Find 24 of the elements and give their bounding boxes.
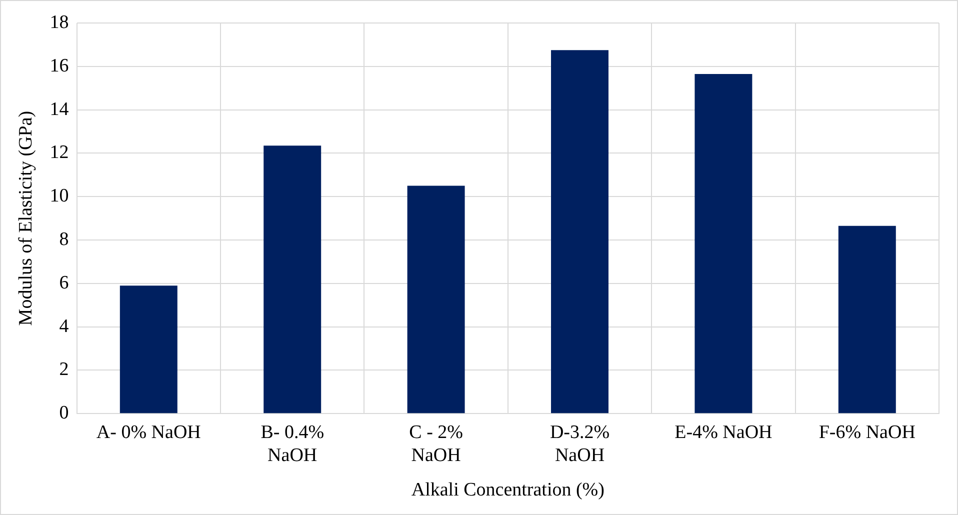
y-tick-label: 14: [50, 98, 70, 120]
bar: [264, 146, 322, 414]
y-tick-label: 2: [59, 359, 69, 380]
y-tick-label: 8: [59, 228, 69, 250]
bar: [407, 186, 465, 414]
x-tick-label: F-6% NaOH: [818, 422, 916, 443]
y-tick-label: 18: [50, 12, 69, 33]
y-tick-label: 0: [59, 402, 69, 424]
x-tick-label: C - 2% NaOH: [409, 422, 464, 466]
bar: [120, 286, 178, 414]
y-tick-label: 4: [59, 316, 70, 337]
x-tick-label: A- 0% NaOH: [96, 422, 202, 443]
x-tick-label: E-4% NaOH: [674, 422, 773, 443]
y-tick-label: 10: [50, 186, 69, 207]
bar: [551, 50, 608, 414]
y-tick-label: 16: [50, 55, 69, 76]
y-tick-label: 6: [59, 272, 69, 294]
y-tick-label: 12: [50, 142, 69, 164]
y-axis-title: Modulus of Elasticity (GPa): [15, 110, 36, 326]
x-tick-label: D-3.2% NaOH: [550, 422, 610, 466]
bar: [838, 226, 896, 414]
x-tick-label: B- 0.4% NaOH: [260, 422, 324, 466]
bar: [694, 74, 752, 414]
x-axis-title: Alkali Concentration (%): [411, 480, 604, 501]
